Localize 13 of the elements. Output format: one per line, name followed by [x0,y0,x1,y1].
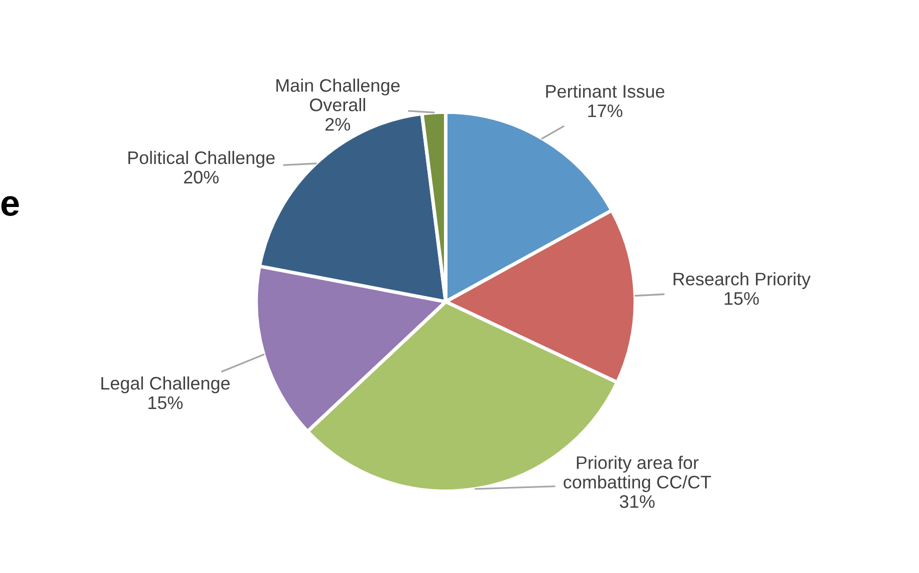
slice-label: Political Challenge [128,150,275,168]
text: e [1,196,19,216]
data-label: 20% [184,170,219,184]
slice-label: Priority area for combatting CC/CT [564,456,711,492]
data-label: 15% [724,292,759,305]
slice-label: Research Priority [674,272,811,290]
data-label: 17% [588,104,622,118]
slice-label: Legal Challenge [101,376,230,394]
data-label: 31% [620,495,655,508]
data-label: 2% [326,118,350,131]
data-label: 15% [148,396,183,410]
slice-label: Main Challenge Overall [276,78,400,112]
slice-label: Pertinant Issue [546,84,664,98]
